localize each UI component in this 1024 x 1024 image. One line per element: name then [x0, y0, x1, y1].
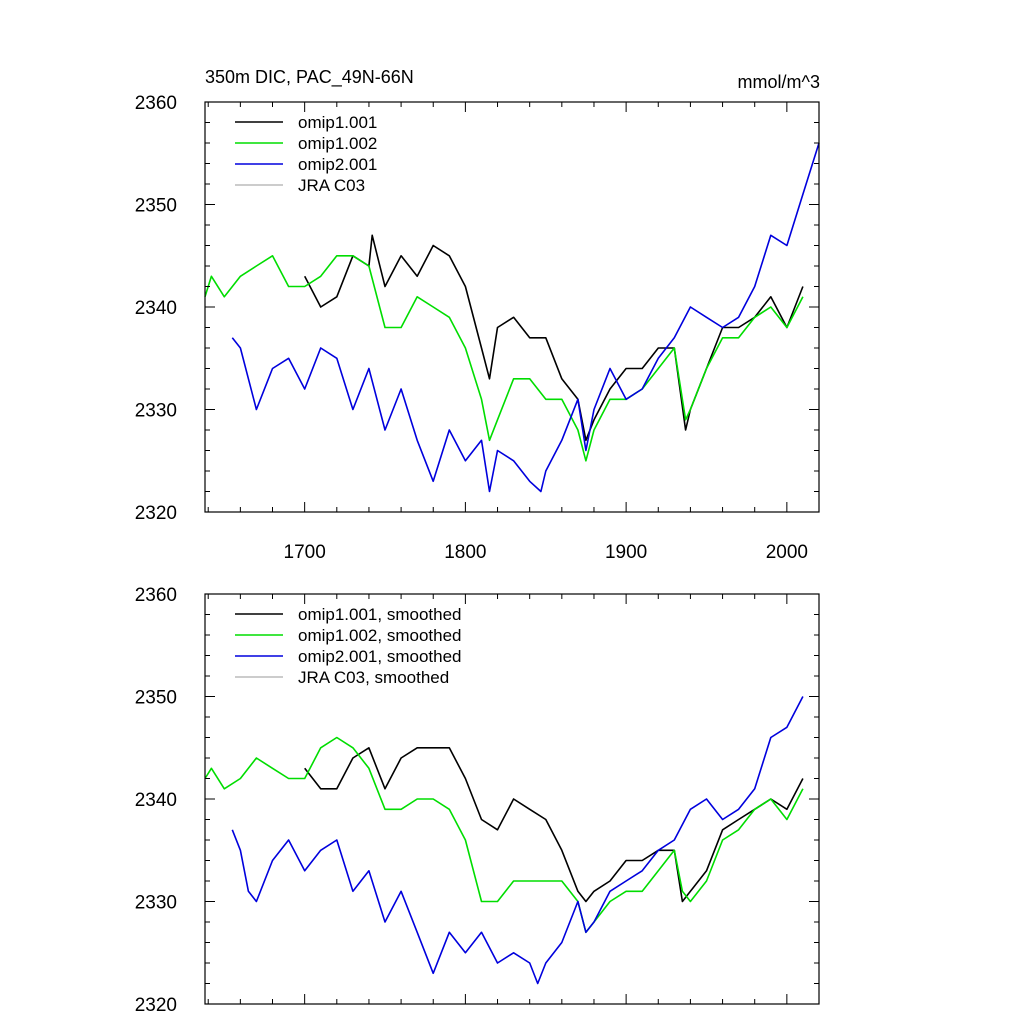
series-line-0: [304, 747, 804, 903]
x-tick-label: 1800: [444, 542, 486, 563]
y-tick-label: 2320: [135, 503, 177, 524]
y-tick-label: 2340: [135, 790, 177, 811]
y-tick-label: 2340: [135, 298, 177, 319]
legend-label: omip1.002, smoothed: [298, 626, 462, 645]
legend-label: omip1.001, smoothed: [298, 605, 462, 624]
top-panel: 350m DIC, PAC_49N-66N mmol/m^3 232023302…: [135, 67, 820, 563]
x-tick-label: 1700: [284, 542, 326, 563]
x-tick-label: 2000: [766, 542, 808, 563]
legend-label: JRA C03, smoothed: [298, 668, 449, 687]
y-tick-label: 2360: [135, 585, 177, 606]
legend-label: omip2.001, smoothed: [298, 647, 462, 666]
y-tick-label: 2320: [135, 995, 177, 1016]
top-series-group: [204, 142, 820, 493]
y-tick-label: 2350: [135, 196, 177, 217]
top-ticks: 2320 2330 2340 2350 2360 1700 1800 1900 2000: [135, 93, 820, 563]
chart-title: 350m DIC, PAC_49N-66N: [205, 67, 414, 88]
series-line-1: [204, 736, 804, 934]
y-tick-label: 2350: [135, 688, 177, 709]
top-legend: omip1.001 omip1.002 omip2.001 JRA C03: [235, 113, 377, 195]
bottom-ticks: 2320 2330 2340 2350 2360: [135, 585, 820, 1016]
legend-label: omip1.001: [298, 113, 377, 132]
series-line-2: [231, 142, 820, 493]
series-line-1: [204, 255, 804, 462]
bottom-series-group: [204, 696, 804, 985]
y-tick-label: 2330: [135, 893, 177, 914]
legend-label: omip2.001: [298, 155, 377, 174]
legend-label: JRA C03: [298, 176, 365, 195]
y-tick-label: 2330: [135, 401, 177, 422]
series-line-2: [231, 696, 804, 985]
bottom-legend: omip1.001, smoothed omip1.002, smoothed om…: [235, 605, 462, 687]
units-label: mmol/m^3: [738, 72, 820, 92]
bottom-panel: 2320 2330 2340 2350 2360 omip1.001, smoothed…: [135, 585, 820, 1016]
x-tick-label: 1900: [605, 542, 647, 563]
legend-label: omip1.002: [298, 134, 377, 153]
y-tick-label: 2360: [135, 93, 177, 114]
